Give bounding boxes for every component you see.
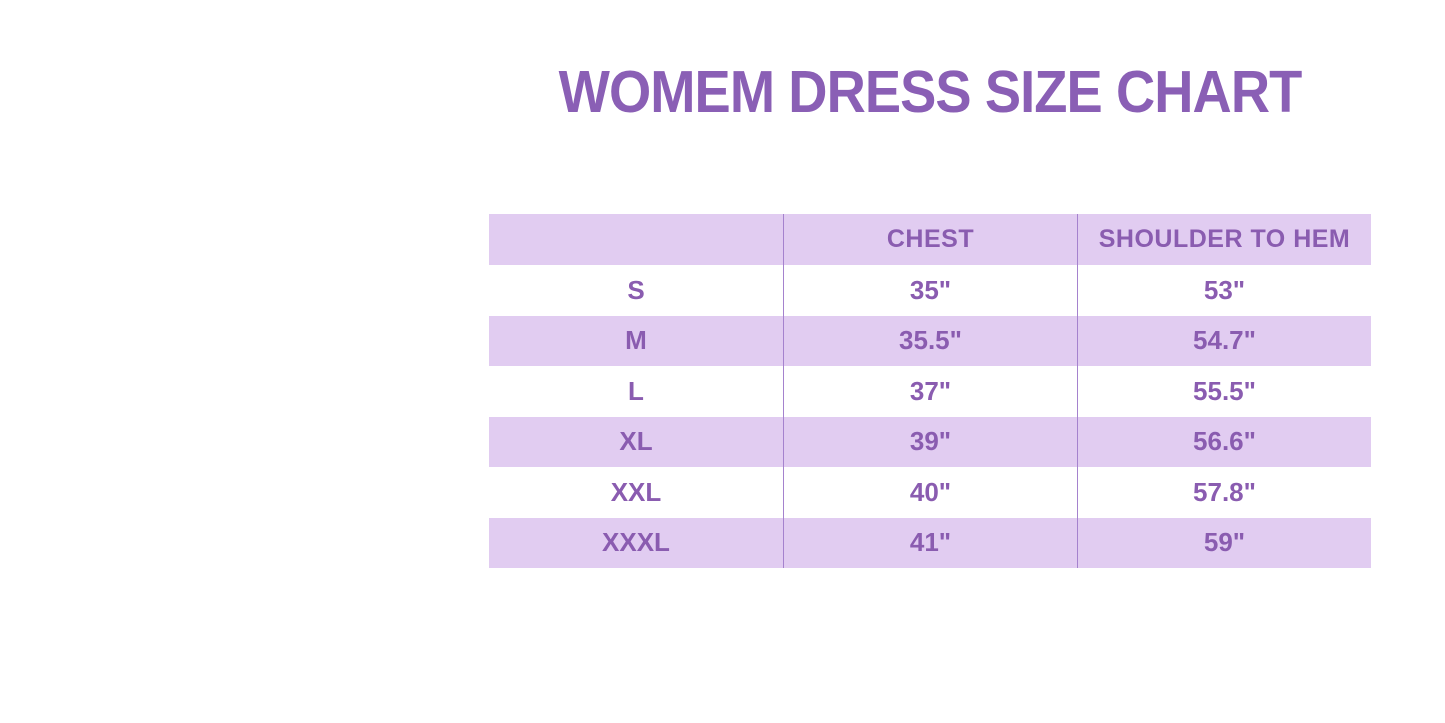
shoulder-to-hem-cell: 54.7" — [1077, 315, 1371, 366]
table-row: M 35.5" 54.7" — [489, 315, 1371, 366]
size-cell: XL — [619, 426, 653, 457]
table-header-row: CHEST SHOULDER TO HEM — [489, 214, 1371, 265]
chest-cell: 37" — [783, 366, 1077, 417]
chest-cell: 35.5" — [783, 315, 1077, 366]
size-cell: S — [627, 274, 645, 305]
table-row: XXL 40" 57.8" — [489, 467, 1371, 518]
header-cell-shoulder-to-hem: SHOULDER TO HEM — [1077, 214, 1371, 265]
size-chart-table: CHEST SHOULDER TO HEM S 35" 53" M 35.5" … — [489, 214, 1371, 568]
shoulder-to-hem-cell: 56.6" — [1077, 416, 1371, 467]
size-cell: L — [628, 375, 644, 406]
table-row: XXXL 41" 59" — [489, 517, 1371, 568]
header-cell-size — [489, 214, 783, 265]
size-cell: M — [625, 325, 647, 356]
table-row: S 35" 53" — [489, 265, 1371, 316]
shoulder-to-hem-cell: 57.8" — [1077, 467, 1371, 518]
table-row: L 37" 55.5" — [489, 366, 1371, 417]
chest-cell: 35" — [783, 265, 1077, 316]
page-title: WOMEM DRESS SIZE CHART — [558, 59, 1303, 125]
chest-cell: 39" — [783, 416, 1077, 467]
shoulder-to-hem-cell: 59" — [1077, 517, 1371, 568]
header-cell-chest: CHEST — [783, 214, 1077, 265]
chest-cell: 41" — [783, 517, 1077, 568]
shoulder-to-hem-cell: 55.5" — [1077, 366, 1371, 417]
size-cell: XXXL — [602, 527, 670, 558]
shoulder-to-hem-cell: 53" — [1077, 265, 1371, 316]
table-row: XL 39" 56.6" — [489, 416, 1371, 467]
chest-cell: 40" — [783, 467, 1077, 518]
size-cell: XXL — [610, 476, 662, 507]
